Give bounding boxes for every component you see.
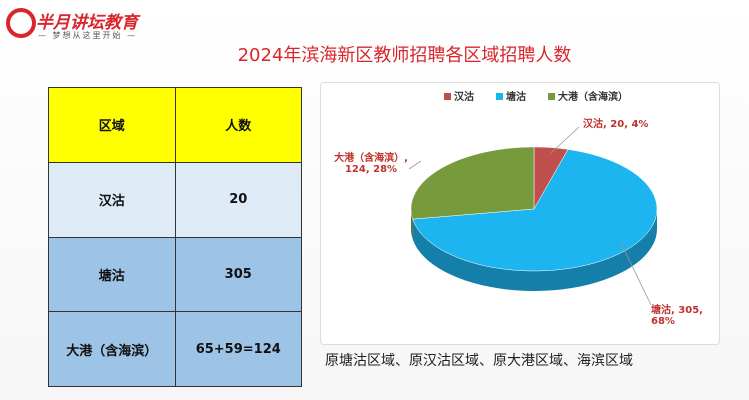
- legend-swatch: [444, 93, 451, 100]
- cell: 大港（含海滨）: [48, 311, 176, 387]
- cell: 汉沽: [48, 161, 176, 238]
- leader-line: [620, 242, 652, 306]
- slice: [410, 146, 535, 220]
- logo-icon: [6, 8, 36, 38]
- cell: 塘沽: [48, 236, 176, 313]
- header-cell: 人数: [174, 87, 302, 163]
- legend-label: 大港（含海滨）: [558, 90, 628, 103]
- legend-label: 汉沽: [454, 90, 474, 103]
- table-row: 大港（含海滨） 65+59=124: [48, 311, 302, 387]
- data-label: 大港（含海滨）, 124, 28%: [334, 153, 408, 175]
- data-label: 塘沽, 305, 68%: [651, 305, 703, 327]
- table-row: 塘沽 305: [48, 236, 302, 313]
- chart: 汉沽 塘沽 大港（含海滨）: [408, 90, 658, 306]
- table: 区域 人数 汉沽 20 塘沽 305 大港（含海滨） 65+59=124: [48, 87, 302, 387]
- legend-label: 塘沽: [506, 90, 526, 103]
- table-header: 区域 人数: [48, 87, 302, 163]
- leader-line: [408, 160, 422, 170]
- logo-text: 半月讲坛教育: [36, 13, 138, 33]
- cell: 305: [174, 236, 302, 313]
- slice-side: [412, 209, 657, 291]
- tagline: — 梦想从这里开始 —: [38, 31, 138, 40]
- legend-swatch: [548, 93, 555, 100]
- slice-side: [411, 209, 413, 240]
- cell: 20: [174, 161, 302, 238]
- slice: [412, 149, 658, 272]
- leader-line: [550, 126, 580, 154]
- header-cell: 区域: [48, 87, 176, 163]
- chart-box: 汉沽 塘沽 大港（含海滨） 汉沽, 20, 4% 塘沽, 305, 68% 大港（含海滨…: [320, 82, 720, 345]
- slice: [533, 146, 569, 210]
- caption: 原塘沽区域、原汉沽区域、原大港区域、海滨区域: [325, 353, 633, 369]
- data-label: 汉沽, 20, 4%: [583, 119, 649, 130]
- table-row: 汉沽 20: [48, 161, 302, 238]
- chart-title: 2024年滨海新区教师招聘各区域招聘人数: [237, 45, 572, 66]
- legend-swatch: [496, 93, 503, 100]
- cell: 65+59=124: [174, 311, 302, 387]
